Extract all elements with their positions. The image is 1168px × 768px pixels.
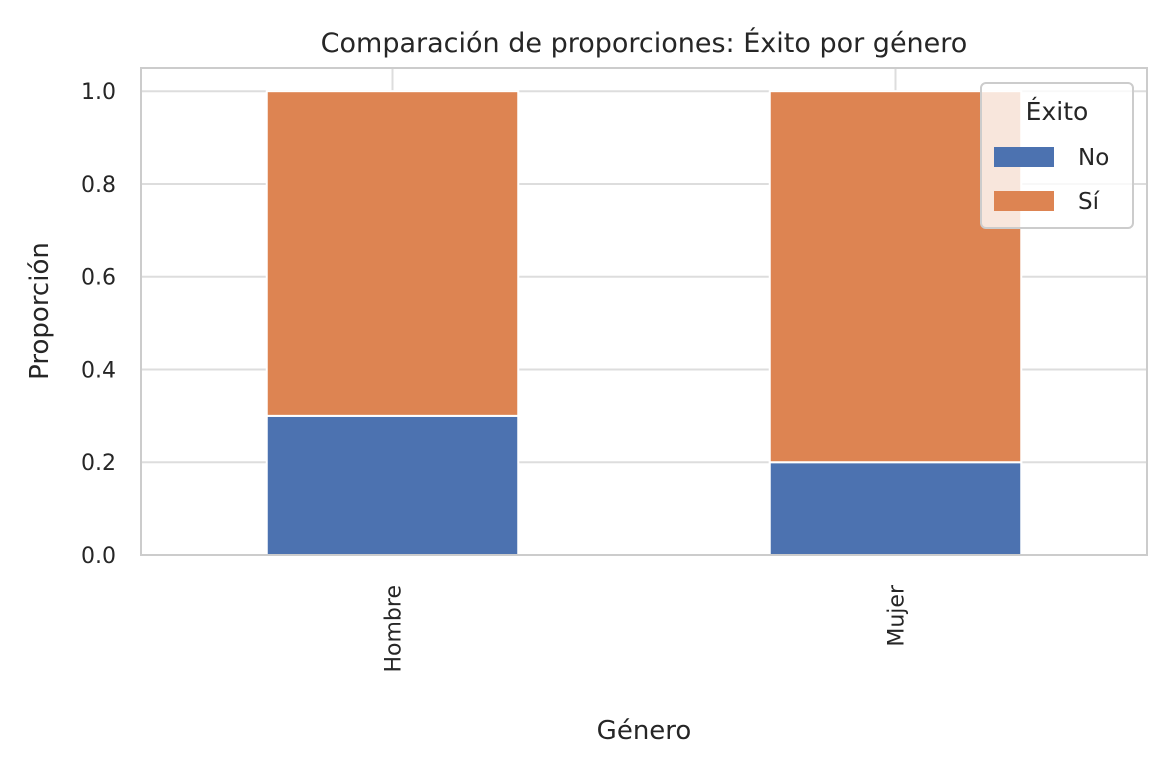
y-tick-label: 0.4: [81, 358, 116, 383]
x-axis-label: Género: [597, 716, 692, 746]
legend-swatch-si: [994, 191, 1054, 211]
plot-frame: [140, 67, 1148, 556]
y-axis-label: Proporción: [25, 242, 55, 380]
x-tick-label: Hombre: [382, 585, 407, 673]
y-tick-label: 1.0: [81, 80, 116, 105]
y-tick-label: 0.0: [81, 544, 116, 569]
bar-mujer-si: [768, 90, 1023, 464]
y-tick-labels: 0.0 0.2 0.4 0.6 0.8 1.0: [81, 80, 116, 569]
x-tick-label: Mujer: [885, 584, 910, 647]
legend: Éxito No Sí: [980, 82, 1134, 229]
y-tick-label: 0.6: [81, 266, 116, 291]
y-tick-label: 0.8: [81, 173, 116, 198]
legend-label-no: No: [1078, 145, 1109, 171]
legend-swatch-no: [994, 147, 1054, 167]
bars: [265, 90, 1023, 556]
bar-mujer-no: [768, 461, 1023, 556]
bar-hombre-no: [265, 414, 520, 556]
chart-title: Comparación de proporciones: Éxito por g…: [321, 27, 968, 59]
x-tick-labels: Hombre Mujer: [382, 584, 910, 672]
y-tick-label: 0.2: [81, 451, 116, 476]
legend-title: Éxito: [1026, 97, 1089, 126]
legend-label-si: Sí: [1078, 189, 1100, 215]
bar-hombre-si: [265, 90, 520, 417]
